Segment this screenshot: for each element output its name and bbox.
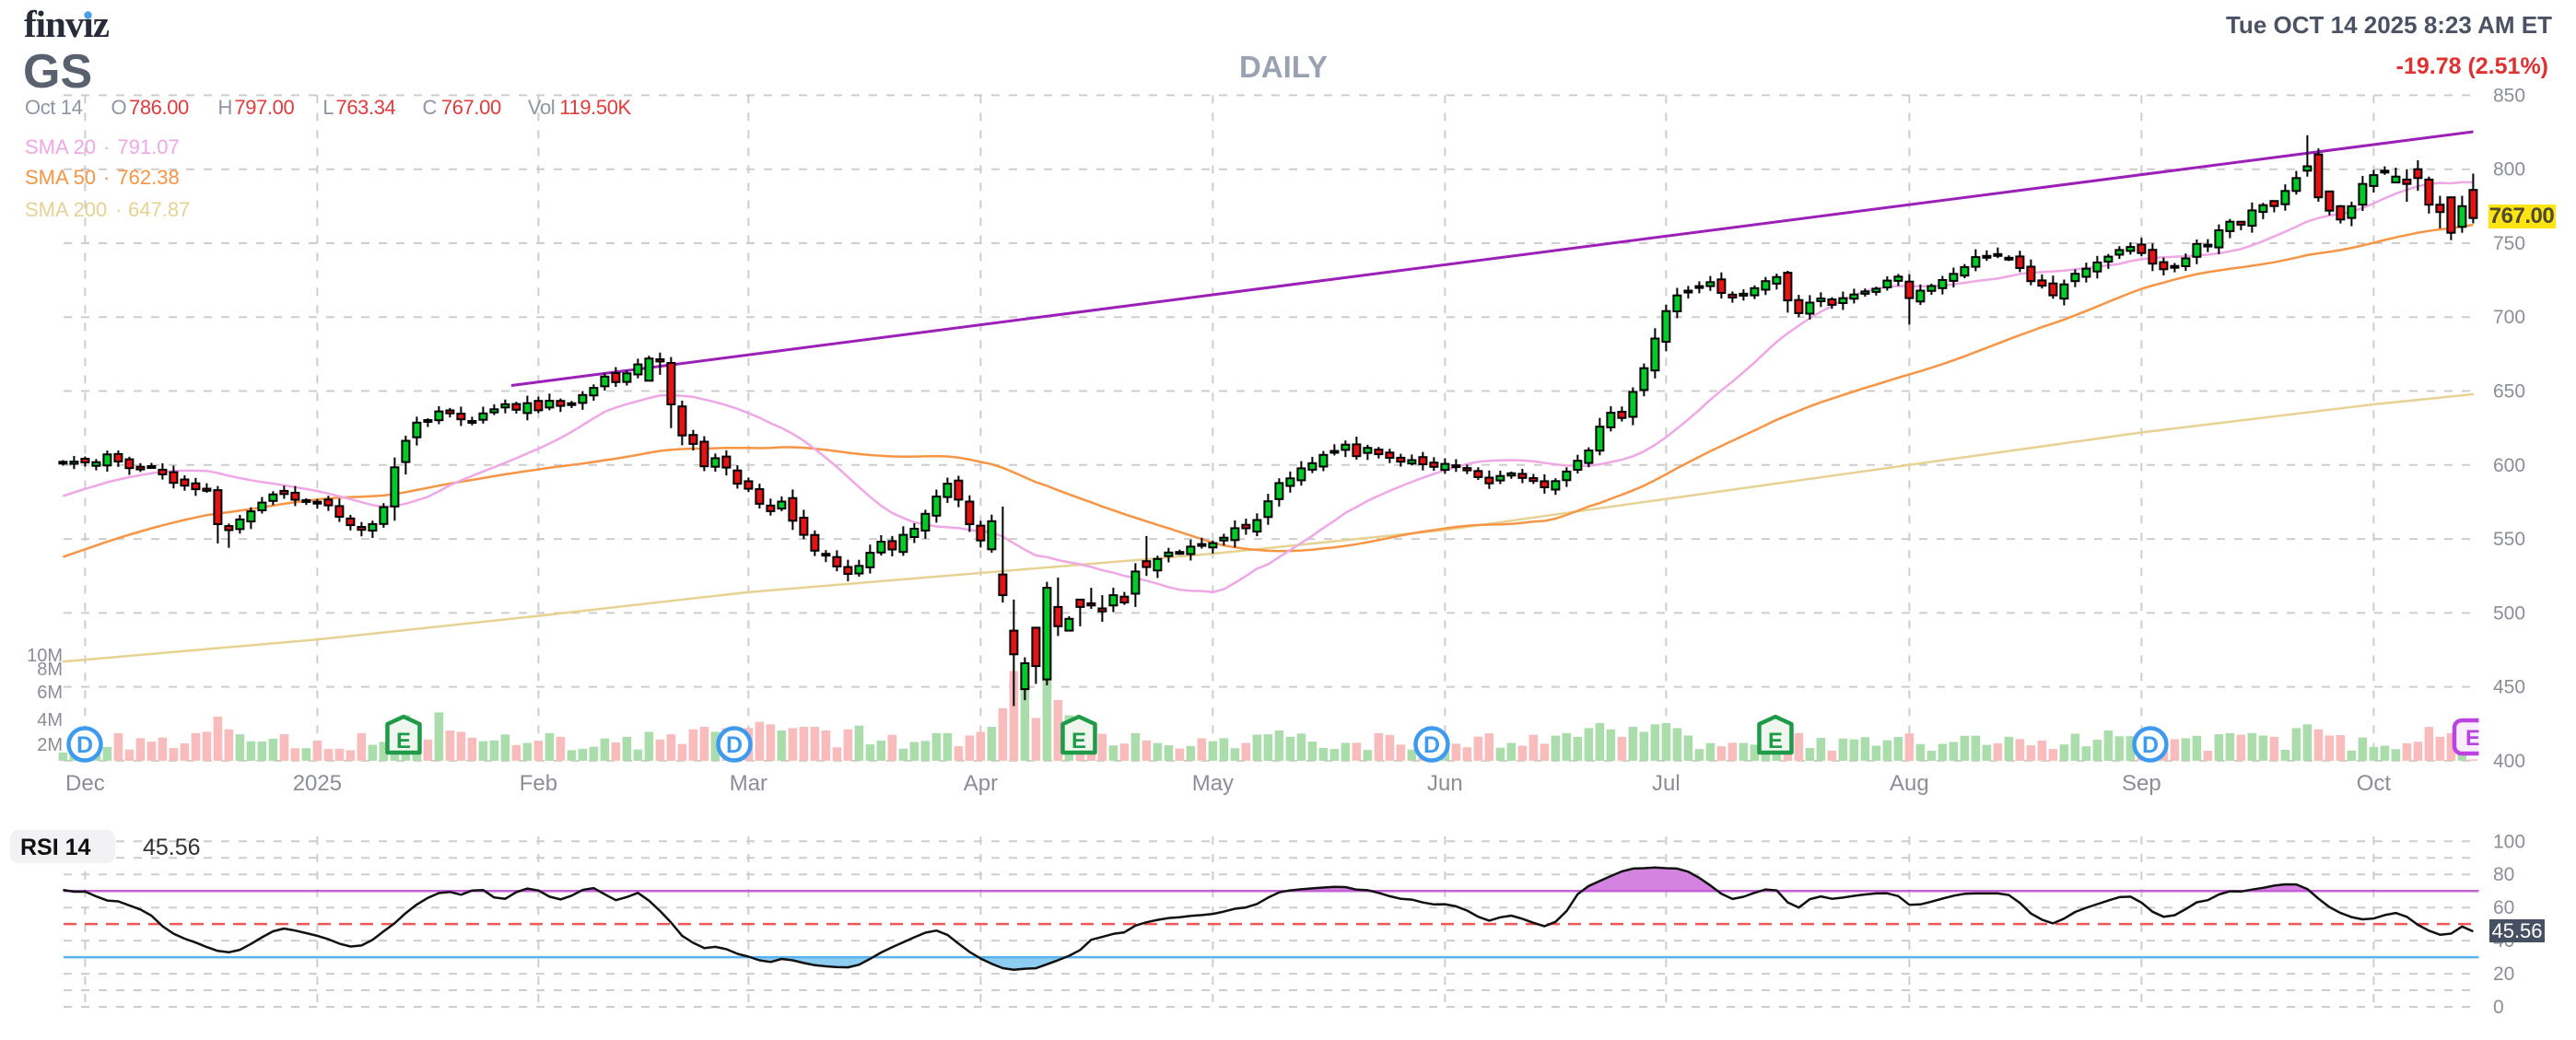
svg-text:SMA 200: SMA 200 [25, 198, 107, 221]
svg-text:400: 400 [2493, 751, 2525, 772]
svg-text:10M: 10M [27, 646, 63, 666]
svg-text:RSI 14: RSI 14 [20, 835, 91, 860]
svg-text:45.56: 45.56 [143, 835, 201, 860]
svg-text:O: O [111, 96, 127, 119]
svg-text:E: E [1071, 729, 1086, 754]
svg-text:·: · [115, 198, 122, 221]
svg-text:·: · [103, 135, 110, 158]
svg-text:Oct: Oct [2357, 771, 2392, 796]
svg-text:SMA 20: SMA 20 [25, 135, 96, 158]
svg-text:2025: 2025 [293, 771, 342, 796]
svg-text:786.00: 786.00 [129, 96, 189, 119]
svg-text:Vol: Vol [528, 96, 555, 119]
svg-text:791.07: 791.07 [117, 135, 179, 158]
svg-text:600: 600 [2493, 455, 2525, 476]
svg-text:-19.78 (2.51%): -19.78 (2.51%) [2396, 53, 2548, 79]
svg-text:E: E [2465, 726, 2480, 751]
svg-text:Jul: Jul [1652, 771, 1680, 796]
svg-text:700: 700 [2493, 307, 2525, 328]
svg-text:763.34: 763.34 [336, 96, 396, 119]
svg-text:E: E [396, 729, 411, 754]
svg-text:8M: 8M [37, 660, 63, 680]
svg-text:20: 20 [2493, 964, 2514, 985]
svg-text:L: L [322, 96, 334, 119]
svg-text:finvız: finvız [24, 3, 110, 45]
svg-text:100: 100 [2493, 831, 2525, 852]
svg-text:750: 750 [2493, 233, 2525, 254]
svg-text:D: D [2142, 732, 2159, 758]
svg-text:800: 800 [2493, 159, 2525, 181]
svg-text:May: May [1192, 771, 1234, 796]
svg-text:797.00: 797.00 [234, 96, 294, 119]
svg-text:Aug: Aug [1890, 771, 1929, 796]
svg-text:Mar: Mar [730, 771, 767, 796]
svg-text:0: 0 [2493, 997, 2504, 1018]
svg-text:Sep: Sep [2122, 771, 2161, 796]
svg-text:60: 60 [2493, 897, 2514, 918]
svg-text:767.00: 767.00 [441, 96, 501, 119]
svg-text:SMA 50: SMA 50 [25, 166, 96, 189]
svg-text:H: H [218, 96, 233, 119]
svg-text:Dec: Dec [65, 771, 105, 796]
svg-text:119.50K: 119.50K [559, 96, 631, 119]
svg-text:D: D [76, 732, 93, 758]
svg-text:650: 650 [2493, 381, 2525, 403]
svg-text:767.00: 767.00 [2489, 204, 2555, 228]
svg-text:850: 850 [2493, 85, 2525, 106]
svg-text:550: 550 [2493, 529, 2525, 550]
svg-text:45.56: 45.56 [2491, 919, 2542, 942]
svg-text:D: D [1423, 732, 1440, 758]
svg-text:D: D [726, 732, 743, 758]
svg-text:4M: 4M [37, 710, 63, 730]
svg-text:647.87: 647.87 [128, 198, 190, 221]
svg-text:GS: GS [23, 45, 92, 99]
svg-text:6M: 6M [37, 683, 63, 703]
svg-text:2M: 2M [37, 735, 63, 755]
svg-text:Oct 14: Oct 14 [25, 96, 83, 119]
svg-text:Jun: Jun [1427, 771, 1463, 796]
svg-text:80: 80 [2493, 864, 2514, 885]
svg-text:C: C [423, 96, 438, 119]
svg-text:DAILY: DAILY [1239, 50, 1328, 84]
svg-text:500: 500 [2493, 602, 2525, 624]
svg-text:Apr: Apr [964, 771, 998, 796]
svg-text:450: 450 [2493, 677, 2525, 698]
svg-text:·: · [103, 166, 110, 189]
svg-text:762.38: 762.38 [117, 166, 179, 189]
svg-text:E: E [1768, 729, 1783, 754]
svg-text:Feb: Feb [520, 771, 557, 796]
svg-text:Tue OCT 14 2025 8:23 AM ET: Tue OCT 14 2025 8:23 AM ET [2226, 11, 2552, 39]
